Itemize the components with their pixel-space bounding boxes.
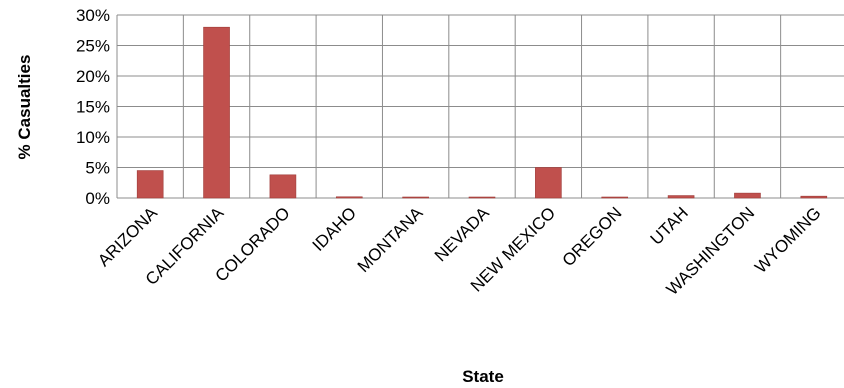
x-tick-label: ARIZONA (94, 203, 161, 270)
x-tick-label: MONTANA (354, 203, 427, 276)
y-tick-label: 10% (76, 128, 110, 147)
x-tick-label: WYOMING (751, 203, 825, 277)
grid-lines (116, 14, 844, 199)
y-axis-title: % Casualties (15, 55, 34, 160)
x-tick-label: OREGON (559, 203, 626, 270)
x-axis-title: State (462, 367, 504, 386)
bar (667, 195, 695, 199)
y-tick-label: 15% (76, 98, 110, 117)
bar (601, 196, 629, 199)
x-tick-label: NEVADA (431, 203, 493, 265)
bar (136, 170, 164, 199)
bar (800, 195, 828, 199)
bar (269, 174, 297, 199)
bar (335, 196, 363, 199)
y-tick-label: 5% (85, 159, 110, 178)
bar (734, 192, 761, 199)
bar (203, 26, 230, 199)
x-tick-label: IDAHO (309, 203, 361, 255)
y-tick-label: 20% (76, 67, 110, 86)
x-tick-label: UTAH (647, 203, 692, 248)
bars (136, 26, 828, 199)
y-tick-label: 0% (85, 189, 110, 208)
y-tick-label: 25% (76, 37, 110, 56)
bar (468, 196, 496, 199)
y-tick-labels: 0% 5% 10% 15% 20% 25% 30% (76, 6, 110, 208)
bar (535, 167, 562, 199)
bar (402, 196, 429, 199)
y-tick-label: 30% (76, 6, 110, 25)
